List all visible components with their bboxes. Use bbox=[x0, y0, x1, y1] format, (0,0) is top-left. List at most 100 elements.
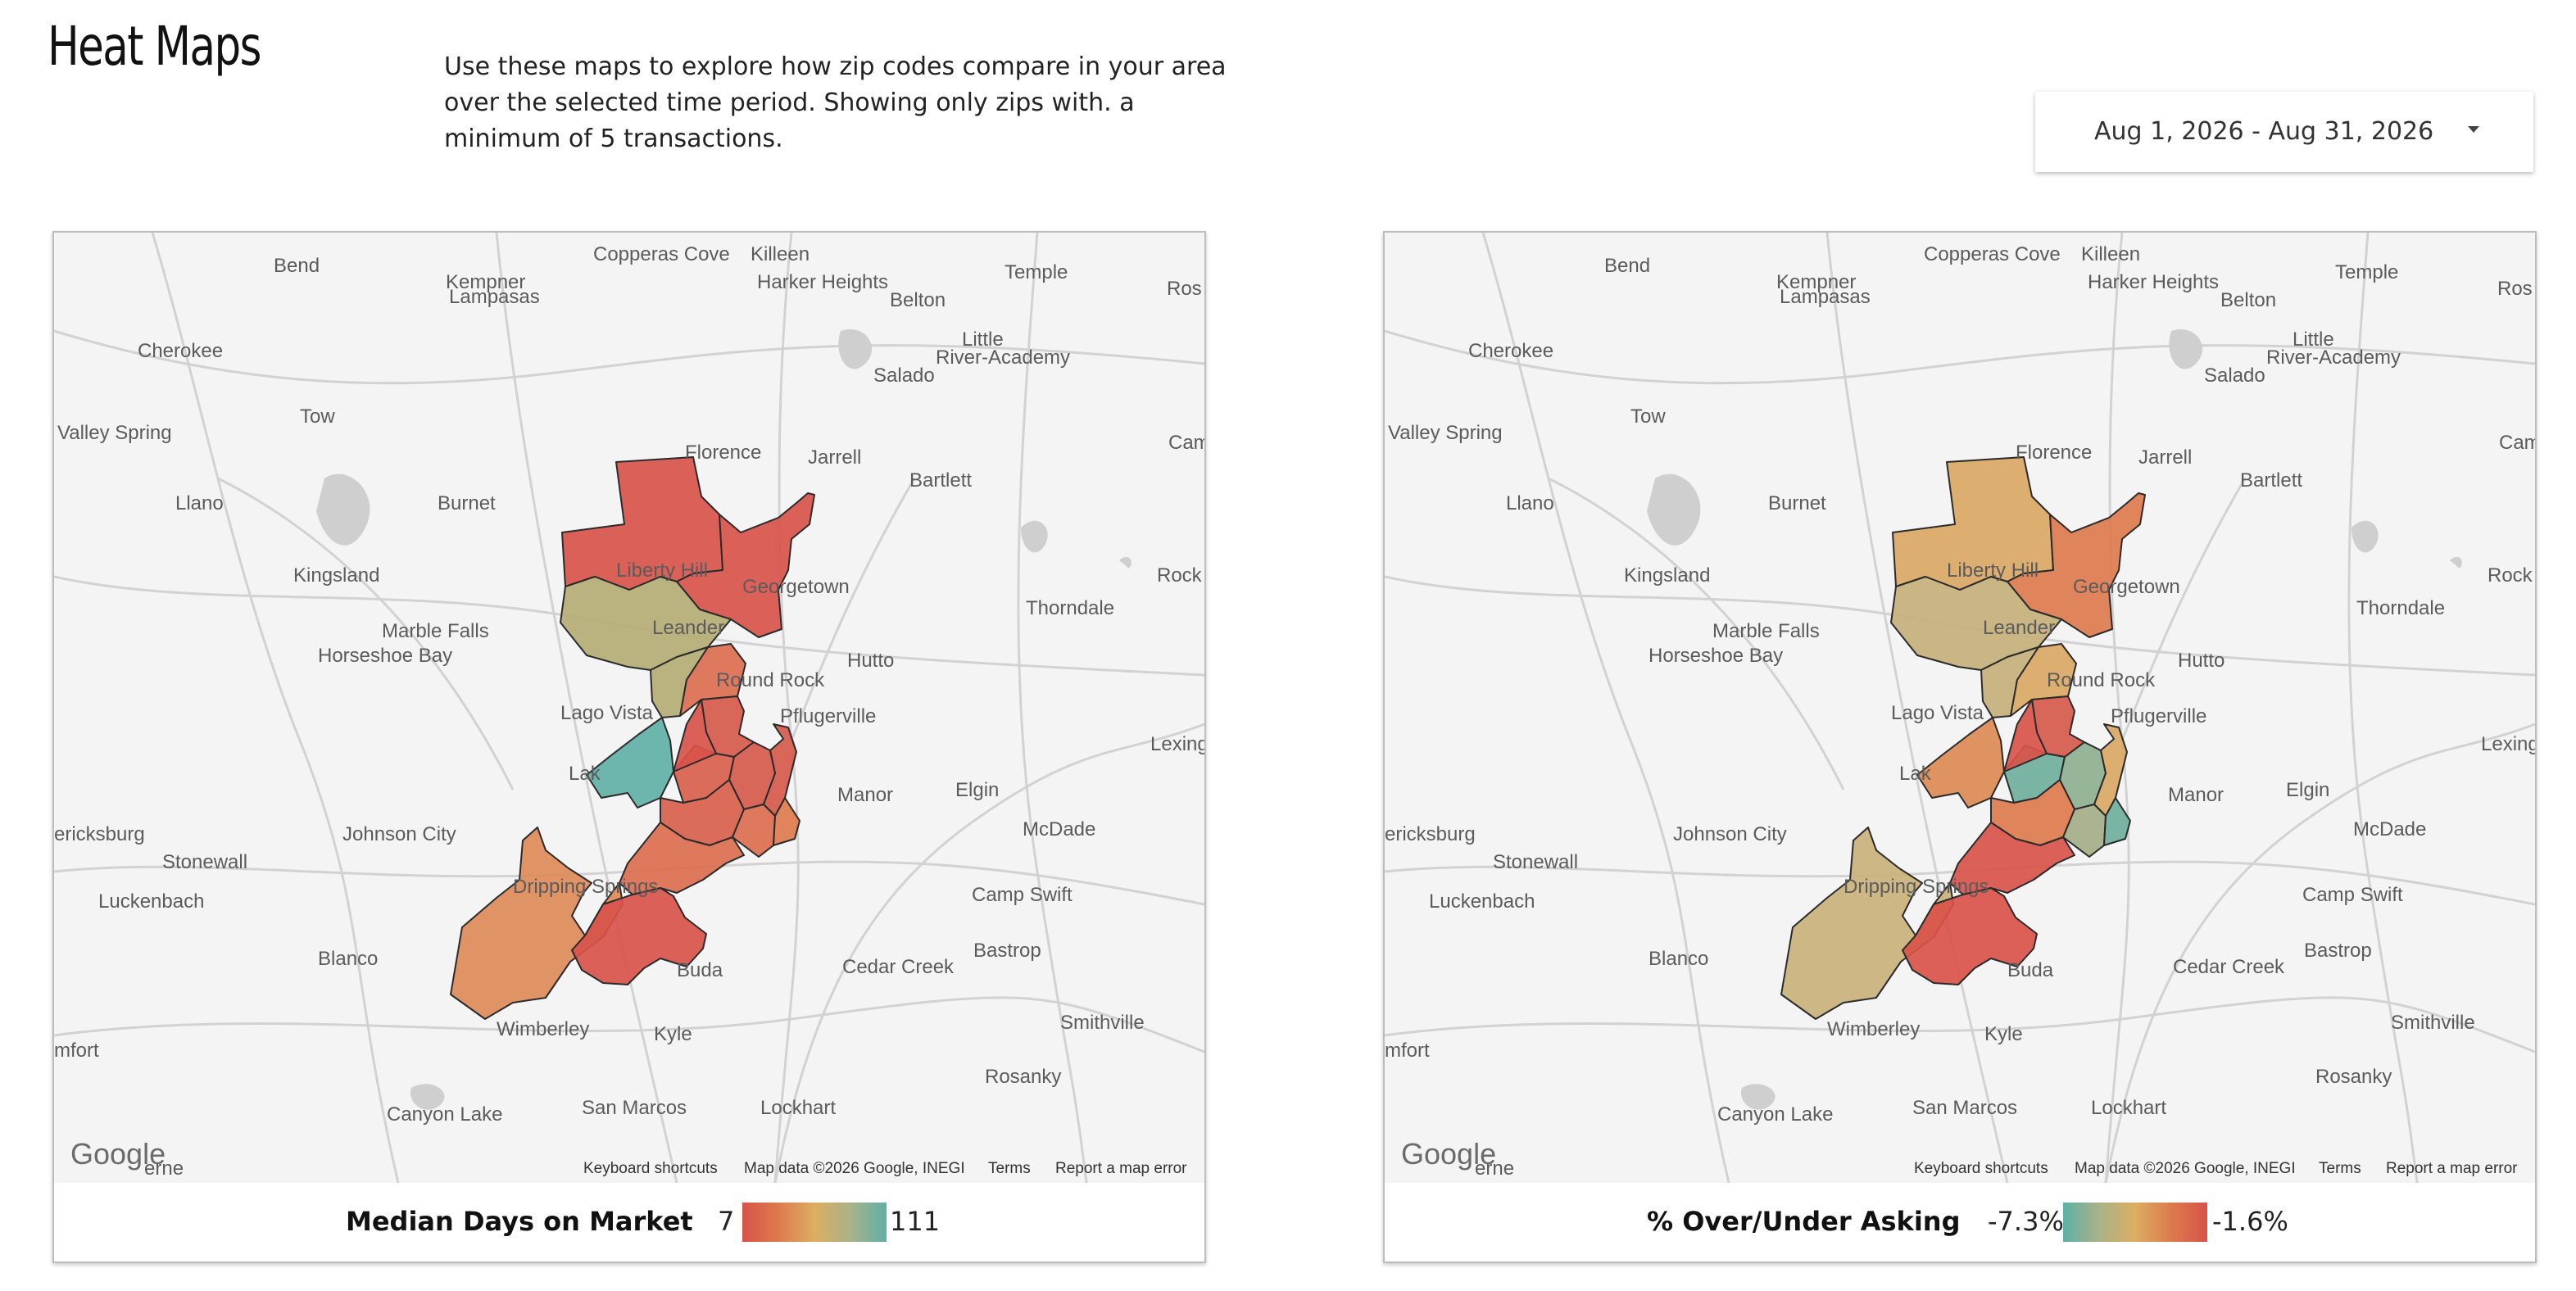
zip-region-dripping bbox=[450, 827, 624, 1020]
place-label: River-Academy bbox=[936, 347, 1070, 369]
map-place-labels: Bend Copperas Cove Killeen Kempner Harker He… bbox=[54, 243, 1204, 1180]
place-label: Stonewall bbox=[162, 851, 247, 873]
place-label: Belton bbox=[2220, 289, 2276, 311]
road-line bbox=[2104, 723, 2535, 1183]
keyboard-shortcuts-link[interactable]: Keyboard shortcuts bbox=[583, 1160, 718, 1177]
place-label: Hutto bbox=[847, 650, 894, 672]
place-label: Florence bbox=[685, 442, 761, 464]
place-label: Liberty Hill bbox=[1947, 559, 2039, 582]
place-label: Blanco bbox=[318, 948, 378, 970]
place-label: Tow bbox=[1630, 405, 1666, 428]
page-description: Use these maps to explore how zip codes … bbox=[444, 52, 1227, 153]
place-label: ericksburg bbox=[1385, 823, 1476, 845]
road-line bbox=[495, 233, 678, 1183]
place-label: Pflugerville bbox=[780, 705, 876, 727]
place-label: Luckenbach bbox=[1429, 890, 1535, 913]
place-label: Horseshoe Bay bbox=[1649, 645, 1783, 667]
place-label: Cherokee bbox=[138, 340, 223, 362]
chevron-down-icon bbox=[2468, 126, 2479, 133]
zip-region-east-small bbox=[2103, 797, 2131, 846]
place-label: Kyle bbox=[654, 1023, 692, 1045]
place-label: Salado bbox=[2204, 365, 2265, 387]
report-map-error-link[interactable]: Report a map error bbox=[2386, 1160, 2518, 1177]
place-label: Llano bbox=[175, 492, 224, 514]
lake-shape bbox=[1021, 520, 1048, 553]
map-place-labels: Bend Copperas Cove Killeen Kempner Harker He… bbox=[1385, 243, 2535, 1180]
lake-shape bbox=[316, 473, 370, 546]
zip-code-regions bbox=[450, 456, 815, 1020]
place-label: Llano bbox=[1506, 492, 1554, 514]
place-label: River-Academy bbox=[2266, 347, 2401, 369]
road-line bbox=[1017, 233, 1088, 1183]
terms-link[interactable]: Terms bbox=[2319, 1160, 2361, 1177]
place-label: Camp Swift bbox=[972, 884, 1073, 906]
place-label: Pflugerville bbox=[2111, 705, 2206, 727]
place-label: Dripping Springs bbox=[513, 876, 658, 898]
date-range-label: Aug 1, 2026 - Aug 31, 2026 bbox=[2094, 117, 2434, 146]
place-label: Copperas Cove bbox=[593, 243, 730, 265]
place-label: Manor bbox=[837, 784, 893, 806]
place-label: Bend bbox=[274, 255, 320, 277]
place-label: Camp Swift bbox=[2302, 884, 2403, 906]
road-line bbox=[2347, 233, 2419, 1183]
place-label: Killeen bbox=[2081, 243, 2140, 265]
place-label: Dripping Springs bbox=[1844, 876, 1989, 898]
zip-region-bee-cave bbox=[1949, 822, 2075, 895]
place-label: Lampasas bbox=[1780, 286, 1871, 308]
place-label: mfort bbox=[1385, 1040, 1430, 1062]
place-label: Stonewall bbox=[1493, 851, 1578, 873]
place-label: Temple bbox=[1005, 261, 1068, 283]
place-label: Rosanky bbox=[985, 1066, 1061, 1088]
road-line bbox=[54, 996, 1204, 1053]
map-svg: Bend Copperas Cove Killeen Kempner Harker He… bbox=[1385, 233, 2535, 1183]
place-label: Ros bbox=[2497, 278, 2533, 300]
legend-color-scale bbox=[742, 1203, 887, 1242]
place-label: Johnson City bbox=[1673, 823, 1787, 845]
date-range-dropdown[interactable]: Aug 1, 2026 - Aug 31, 2026 bbox=[2035, 92, 2533, 172]
place-label: Lexing bbox=[1150, 733, 1204, 755]
place-label: Elgin bbox=[2286, 779, 2329, 801]
place-label: Smithville bbox=[1060, 1012, 1145, 1034]
google-logo: Google bbox=[1401, 1137, 1497, 1171]
place-label: Horseshoe Bay bbox=[318, 645, 452, 667]
place-label: Tow bbox=[300, 405, 335, 428]
road-line bbox=[1825, 233, 2009, 1183]
google-logo: Google bbox=[70, 1137, 166, 1171]
place-label: Lockhart bbox=[2091, 1097, 2166, 1119]
terms-link[interactable]: Terms bbox=[988, 1160, 1031, 1177]
place-label: San Marcos bbox=[1912, 1097, 2017, 1119]
place-label: Marble Falls bbox=[382, 620, 489, 642]
keyboard-shortcuts-link[interactable]: Keyboard shortcuts bbox=[1914, 1160, 2048, 1177]
place-label: Salado bbox=[873, 365, 935, 387]
place-label: Smithville bbox=[2391, 1012, 2475, 1034]
place-label: Buda bbox=[677, 959, 723, 981]
place-label: Lexing bbox=[2481, 733, 2535, 755]
zip-region-bee-cave bbox=[619, 822, 745, 895]
map-water bbox=[316, 329, 1132, 1110]
place-label: Liberty Hill bbox=[616, 559, 708, 582]
place-label: Thorndale bbox=[1026, 597, 1114, 619]
place-label: Little bbox=[962, 328, 1004, 351]
road-line bbox=[1385, 329, 2535, 385]
place-label: Temple bbox=[2335, 261, 2398, 283]
zip-region-central-d bbox=[673, 699, 717, 772]
map-panel-days-on-market: Bend Copperas Cove Killeen Kempner Harker He… bbox=[52, 231, 1206, 1263]
place-label: Bartlett bbox=[2240, 469, 2302, 491]
place-label: Harker Heights bbox=[2088, 271, 2219, 293]
place-label: Blanco bbox=[1649, 948, 1708, 970]
map-canvas[interactable]: Bend Copperas Cove Killeen Kempner Harker He… bbox=[1385, 233, 2535, 1183]
road-line bbox=[1385, 996, 2535, 1053]
place-label: Killeen bbox=[751, 243, 810, 265]
report-map-error-link[interactable]: Report a map error bbox=[1055, 1160, 1187, 1177]
place-label: Cherokee bbox=[1468, 340, 1553, 362]
legend-min: 7 bbox=[718, 1206, 735, 1237]
place-label: Lak bbox=[569, 763, 601, 785]
zip-region-dripping bbox=[1780, 827, 1954, 1020]
place-label: Valley Spring bbox=[1388, 422, 1503, 444]
map-canvas[interactable]: Bend Copperas Cove Killeen Kempner Harker He… bbox=[54, 233, 1204, 1183]
lake-shape bbox=[410, 1084, 445, 1110]
place-label: Canyon Lake bbox=[1717, 1103, 1833, 1126]
place-label: Manor bbox=[2168, 784, 2224, 806]
place-label: Kyle bbox=[1984, 1023, 2023, 1045]
place-label: Cam bbox=[2499, 432, 2535, 454]
